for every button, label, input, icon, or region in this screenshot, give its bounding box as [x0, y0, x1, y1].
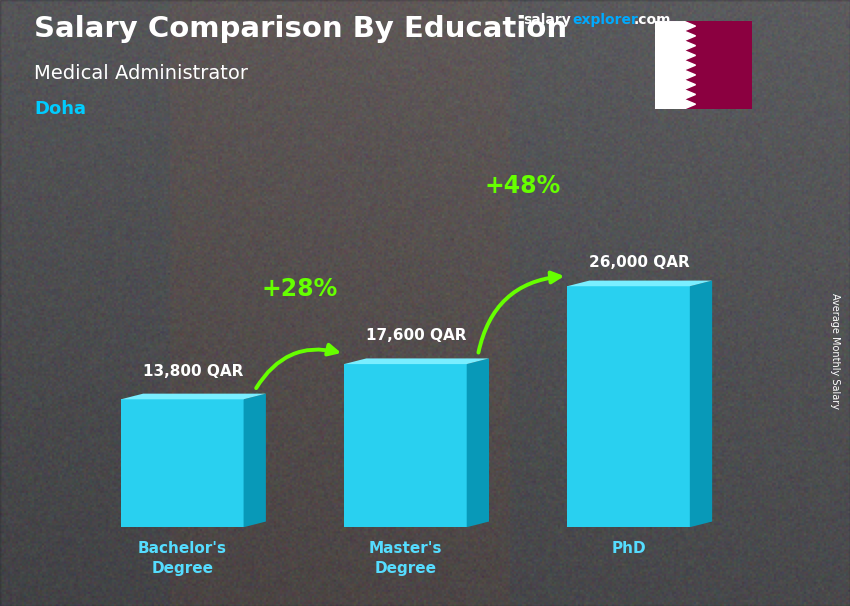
- Polygon shape: [121, 394, 266, 399]
- Text: explorer: explorer: [572, 13, 638, 27]
- Polygon shape: [467, 358, 489, 527]
- Bar: [121, 399, 244, 527]
- Polygon shape: [344, 358, 489, 364]
- Text: Average Monthly Salary: Average Monthly Salary: [830, 293, 840, 410]
- Text: 13,800 QAR: 13,800 QAR: [143, 364, 244, 379]
- Text: 17,600 QAR: 17,600 QAR: [366, 328, 467, 344]
- Text: Doha: Doha: [34, 100, 86, 118]
- Polygon shape: [567, 281, 712, 286]
- Polygon shape: [654, 21, 695, 109]
- Bar: [344, 364, 467, 527]
- Text: +48%: +48%: [484, 174, 561, 198]
- Text: Salary Comparison By Education: Salary Comparison By Education: [34, 15, 567, 43]
- Text: +28%: +28%: [261, 277, 337, 301]
- Polygon shape: [690, 281, 712, 527]
- Bar: [567, 286, 690, 527]
- Text: Medical Administrator: Medical Administrator: [34, 64, 248, 82]
- Text: salary: salary: [523, 13, 570, 27]
- Text: .com: .com: [633, 13, 671, 27]
- Text: 26,000 QAR: 26,000 QAR: [589, 255, 690, 270]
- Polygon shape: [244, 394, 266, 527]
